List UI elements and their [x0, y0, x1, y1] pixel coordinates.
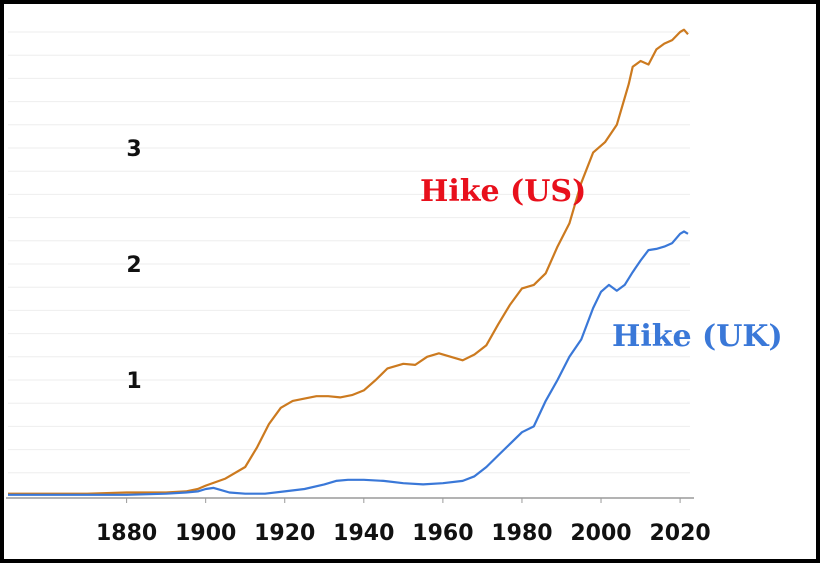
series-line-uk [8, 230, 689, 496]
y-tick-1: 1 [126, 369, 141, 394]
series-lines [8, 28, 689, 496]
y-tick-2: 2 [126, 253, 141, 278]
y-tick-labels: 1 2 3 [126, 137, 141, 394]
x-tick-labels: 1880 1900 1920 1940 1960 1980 2000 2020 [96, 498, 711, 546]
x-tick-2020: 2020 [649, 521, 710, 546]
x-tick-1980: 1980 [491, 521, 552, 546]
x-tick-1900: 1900 [175, 521, 236, 546]
x-tick-1960: 1960 [412, 521, 473, 546]
series-label-uk: Hike (UK) [612, 319, 783, 354]
x-tick-1940: 1940 [333, 521, 394, 546]
x-tick-2000: 2000 [570, 521, 631, 546]
series-line-us [8, 28, 689, 495]
x-tick-1920: 1920 [254, 521, 315, 546]
x-tick-1880: 1880 [96, 521, 157, 546]
series-labels: Hike (US) Hike (UK) [420, 174, 783, 354]
series-label-us: Hike (US) [420, 174, 586, 209]
grid-lines [8, 31, 690, 474]
y-tick-3: 3 [126, 137, 141, 162]
